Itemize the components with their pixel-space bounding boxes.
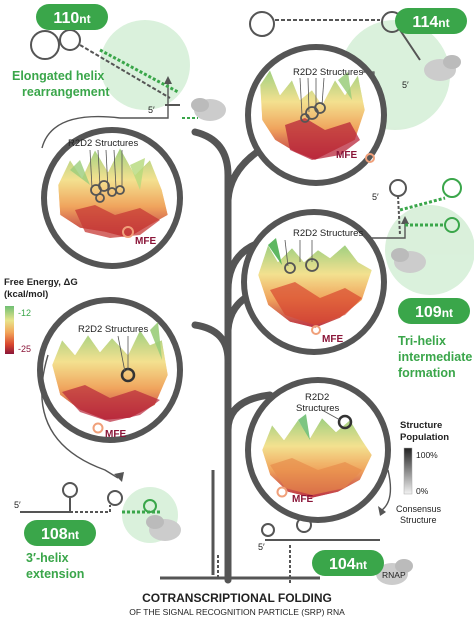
annotation-extension-1: 3′-helix (26, 551, 69, 565)
badge-114-num: 114 (412, 14, 438, 31)
badge-108-unit: nt (68, 528, 79, 542)
footer-subtitle: OF THE SIGNAL RECOGNITION PARTICLE (SRP)… (129, 607, 345, 617)
svg-text:114nt: 114nt (412, 14, 449, 31)
landscape-circle-2: R2D2 Structures MFE (245, 44, 387, 186)
rna-104nt (261, 517, 380, 585)
mfe-label-1: MFE (135, 236, 156, 247)
rna-109nt (389, 178, 462, 236)
population-legend-min: 0% (416, 486, 429, 496)
flow-arrows (41, 82, 406, 511)
badge-104nt: 104nt (312, 550, 384, 576)
energy-legend: Free Energy, ΔG (kcal/mol) -12 -25 (4, 277, 78, 354)
mfe-label-4: MFE (105, 429, 126, 440)
annotation-trihelix-2: intermediate (398, 350, 472, 364)
rnap-label: RNAP (382, 570, 406, 580)
svg-text:109nt: 109nt (415, 304, 453, 321)
population-legend-bar (403, 447, 413, 495)
svg-text:110nt: 110nt (53, 10, 90, 27)
trunk-base (160, 470, 320, 580)
badge-104-num: 104 (329, 556, 356, 573)
five-prime-110: 5′ (148, 105, 155, 115)
svg-text:108nt: 108nt (41, 526, 79, 543)
r2d2-label-1: R2D2 Structures (68, 138, 138, 149)
r2d2-label-4: R2D2 Structures (78, 324, 148, 335)
mfe-label-2: MFE (336, 150, 357, 161)
badge-109-num: 109 (415, 304, 442, 321)
energy-legend-bar (5, 306, 14, 354)
annotation-trihelix-3: formation (398, 366, 456, 380)
r2d2-label-2: R2D2 Structures (293, 67, 363, 78)
r2d2-label-3: R2D2 Structures (293, 228, 363, 239)
rnap-110 (182, 98, 226, 121)
r2d2-label-5a: R2D2 (305, 392, 329, 403)
five-prime-104: 5′ (258, 542, 265, 552)
rnap-108 (146, 515, 181, 541)
five-prime-109: 5′ (372, 192, 379, 202)
rnap-114 (424, 55, 461, 81)
svg-text:104nt: 104nt (329, 556, 367, 573)
arrow-heads (114, 76, 409, 516)
badge-109nt: 109nt (398, 298, 470, 324)
rnap-109 (391, 248, 426, 273)
consensus-label-2: Structure (400, 515, 437, 525)
badge-104-unit: nt (356, 558, 367, 572)
badge-109-unit: nt (442, 306, 453, 320)
energy-legend-title-1: Free Energy, ΔG (4, 277, 78, 288)
population-legend: Structure Population 100% 0% (400, 420, 449, 496)
badge-114-unit: nt (438, 16, 449, 30)
badge-110nt: 110nt (36, 4, 108, 30)
r2d2-label-5b: Structures (296, 403, 340, 414)
population-legend-max: 100% (416, 450, 438, 460)
annotation-elongated-2: rearrangement (22, 85, 110, 99)
landscape-circle-1: R2D2 Structures MFE (41, 127, 183, 269)
population-legend-title-1: Structure (400, 420, 442, 431)
footer-title: COTRANSCRIPTIONAL FOLDING (142, 591, 332, 605)
rnap-104 (376, 559, 413, 585)
five-prime-114: 5′ (402, 80, 409, 90)
annotation-trihelix-1: Tri-helix (398, 334, 446, 348)
badge-108nt: 108nt (24, 520, 96, 546)
badge-110-unit: nt (79, 12, 90, 26)
energy-legend-max: -12 (18, 308, 31, 318)
rna-110nt (30, 29, 180, 106)
landscape-circle-4: R2D2 Structures MFE (37, 297, 183, 443)
rna-108nt (20, 482, 160, 514)
five-prime-108: 5′ (14, 500, 21, 510)
mfe-label-5: MFE (292, 494, 313, 505)
landscape-circle-3: R2D2 Structures MFE (241, 209, 387, 355)
tree-trunk (191, 128, 274, 584)
landscape-circle-5: R2D2 Structures MFE (245, 377, 391, 523)
badge-110-num: 110 (53, 10, 79, 27)
annotation-elongated-1: Elongated helix (12, 69, 104, 83)
annotation-extension-2: extension (26, 567, 84, 581)
energy-legend-title-2: (kcal/mol) (4, 289, 48, 300)
population-legend-title-2: Population (400, 432, 449, 443)
mfe-label-3: MFE (322, 334, 343, 345)
badge-114nt: 114nt (395, 8, 467, 34)
energy-legend-min: -25 (18, 344, 31, 354)
consensus-label-1: Consensus (396, 504, 442, 514)
badge-108-num: 108 (41, 526, 68, 543)
